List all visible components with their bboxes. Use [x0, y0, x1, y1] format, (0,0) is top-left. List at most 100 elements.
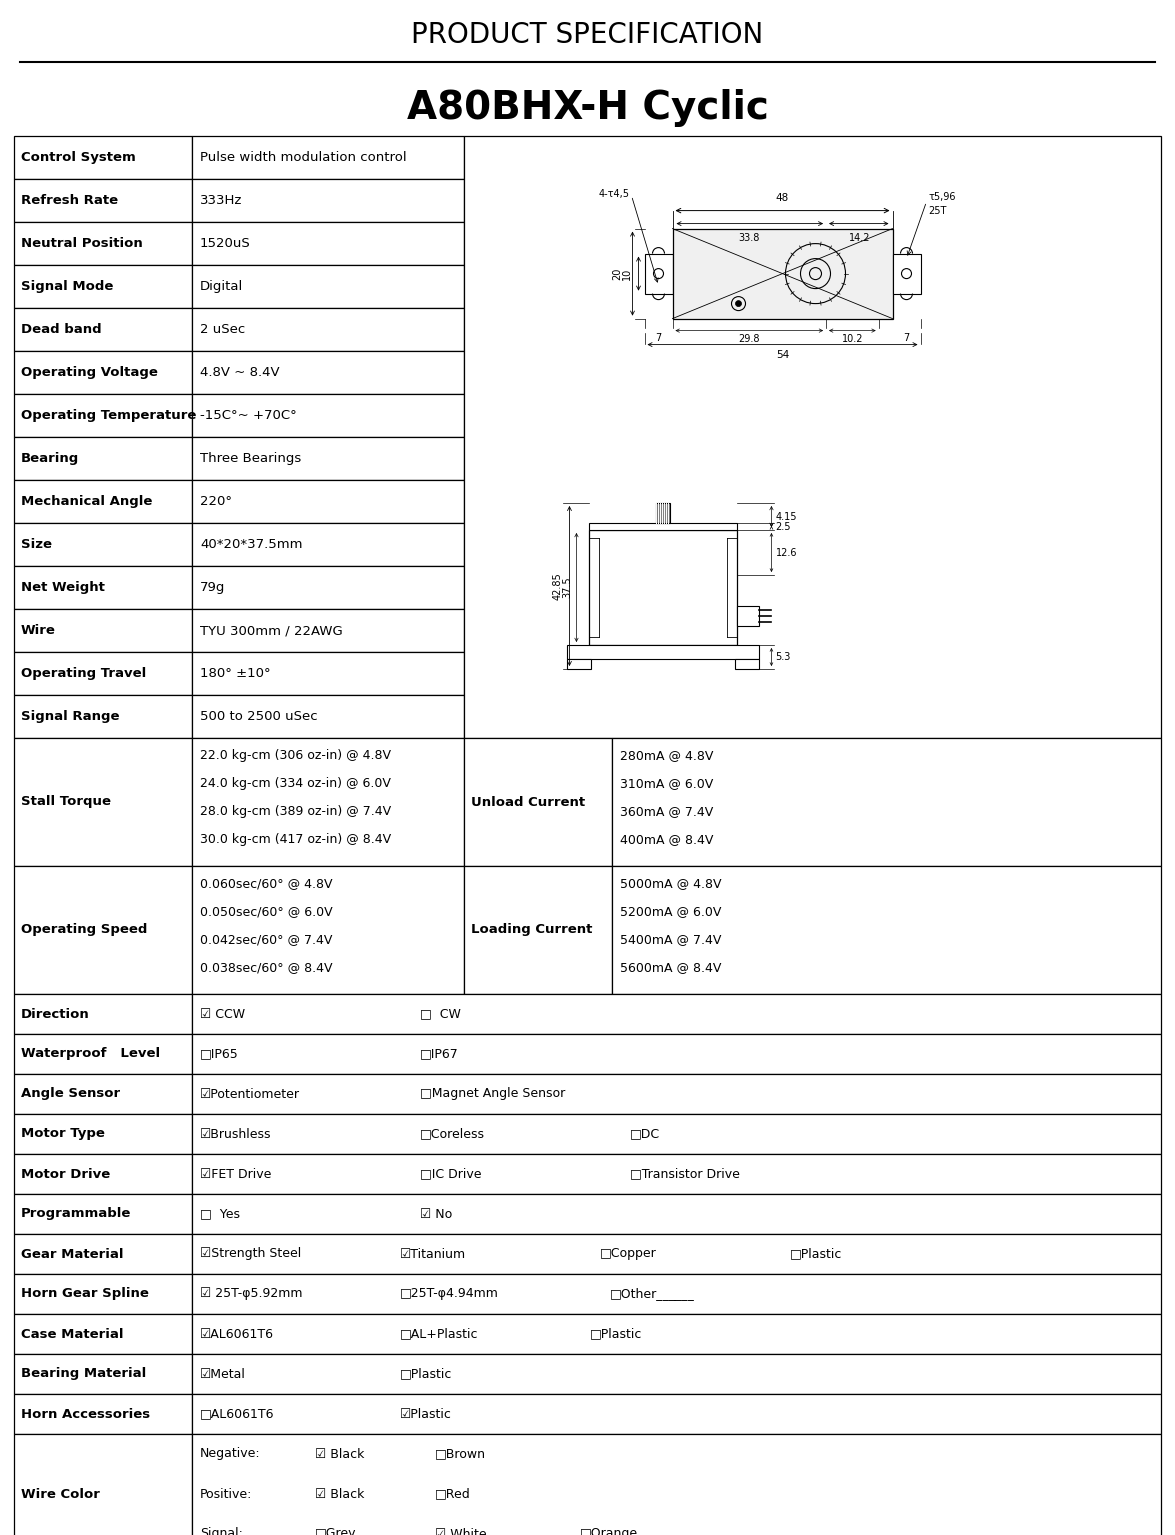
Bar: [14, 1035, 192, 1074]
Text: 42.85: 42.85: [552, 573, 563, 600]
Bar: [192, 695, 464, 738]
Text: □Coreless: □Coreless: [419, 1128, 485, 1141]
Text: 4-τ4,5: 4-τ4,5: [598, 189, 630, 198]
Bar: [192, 223, 464, 266]
Text: Three Bearings: Three Bearings: [200, 451, 301, 465]
Text: Programmable: Programmable: [21, 1208, 132, 1220]
Text: TYU 300mm / 22AWG: TYU 300mm / 22AWG: [200, 625, 343, 637]
Bar: [893, 253, 920, 293]
Text: ☑Strength Steel: ☑Strength Steel: [200, 1248, 301, 1260]
Bar: [192, 866, 464, 995]
Text: 24.0 kg-cm (334 oz-in) @ 6.0V: 24.0 kg-cm (334 oz-in) @ 6.0V: [200, 778, 391, 791]
Text: 20: 20: [612, 267, 623, 279]
Bar: [736, 659, 759, 669]
Bar: [14, 695, 192, 738]
Bar: [192, 652, 464, 695]
Text: □IC Drive: □IC Drive: [419, 1168, 482, 1180]
Bar: [14, 1434, 192, 1535]
Text: Control System: Control System: [21, 150, 136, 164]
Bar: [192, 1394, 1161, 1434]
Bar: [192, 1035, 1161, 1074]
Text: 1520uS: 1520uS: [200, 236, 250, 250]
Text: □25T-φ4.94mm: □25T-φ4.94mm: [400, 1288, 499, 1300]
Bar: [14, 652, 192, 695]
Text: 2 uSec: 2 uSec: [200, 322, 246, 336]
Text: 28.0 kg-cm (389 oz-in) @ 7.4V: 28.0 kg-cm (389 oz-in) @ 7.4V: [200, 806, 391, 818]
Bar: [612, 866, 1161, 995]
Text: 22.0 kg-cm (306 oz-in) @ 4.8V: 22.0 kg-cm (306 oz-in) @ 4.8V: [200, 749, 391, 763]
Text: □Other______: □Other______: [610, 1288, 694, 1300]
Text: ☑Metal: ☑Metal: [200, 1368, 246, 1380]
Bar: [14, 223, 192, 266]
Text: □DC: □DC: [630, 1128, 660, 1141]
Bar: [192, 995, 1161, 1035]
Bar: [192, 1074, 1161, 1114]
Bar: [14, 523, 192, 566]
Text: Horn Gear Spline: Horn Gear Spline: [21, 1288, 149, 1300]
Text: □Plastic: □Plastic: [590, 1328, 643, 1340]
Bar: [14, 1154, 192, 1194]
Text: □IP67: □IP67: [419, 1047, 458, 1061]
Text: 5400mA @ 7.4V: 5400mA @ 7.4V: [620, 933, 721, 947]
Bar: [657, 503, 671, 523]
Text: □Plastic: □Plastic: [400, 1368, 452, 1380]
Text: ☑ White: ☑ White: [435, 1527, 486, 1535]
Text: Pulse width modulation control: Pulse width modulation control: [200, 150, 407, 164]
Text: Unload Current: Unload Current: [471, 795, 585, 809]
Text: □Grey: □Grey: [315, 1527, 356, 1535]
Circle shape: [736, 301, 741, 307]
Bar: [192, 266, 464, 309]
Text: □Orange: □Orange: [580, 1527, 638, 1535]
Text: PRODUCT SPECIFICATION: PRODUCT SPECIFICATION: [411, 21, 764, 49]
Text: 7: 7: [656, 333, 662, 342]
Text: Negative:: Negative:: [200, 1448, 261, 1460]
Text: Wire Color: Wire Color: [21, 1487, 100, 1501]
Text: Bearing: Bearing: [21, 451, 79, 465]
Text: 5000mA @ 4.8V: 5000mA @ 4.8V: [620, 878, 721, 890]
Text: 10.2: 10.2: [841, 333, 864, 344]
Bar: [14, 738, 192, 866]
Text: 500 to 2500 uSec: 500 to 2500 uSec: [200, 711, 317, 723]
Bar: [568, 645, 759, 659]
Bar: [14, 1274, 192, 1314]
Text: 33.8: 33.8: [739, 233, 760, 243]
Text: □Copper: □Copper: [600, 1248, 657, 1260]
Text: 0.060sec/60° @ 4.8V: 0.060sec/60° @ 4.8V: [200, 878, 333, 890]
Bar: [192, 137, 464, 180]
Text: -15C°~ +70C°: -15C°~ +70C°: [200, 408, 297, 422]
Bar: [14, 394, 192, 437]
Text: 12.6: 12.6: [776, 548, 797, 557]
Text: Waterproof   Level: Waterproof Level: [21, 1047, 160, 1061]
Bar: [590, 523, 738, 530]
Text: 79g: 79g: [200, 582, 226, 594]
Text: ☑ No: ☑ No: [419, 1208, 452, 1220]
Bar: [192, 523, 464, 566]
Bar: [14, 309, 192, 352]
Text: ☑ Black: ☑ Black: [315, 1448, 364, 1460]
Text: Gear Material: Gear Material: [21, 1248, 123, 1260]
Text: 37.5: 37.5: [563, 577, 572, 599]
Bar: [192, 1274, 1161, 1314]
Bar: [14, 995, 192, 1035]
Text: Digital: Digital: [200, 279, 243, 293]
Text: 180° ±10°: 180° ±10°: [200, 668, 270, 680]
Text: Size: Size: [21, 537, 52, 551]
Bar: [738, 606, 759, 626]
Text: 5.3: 5.3: [776, 652, 791, 662]
Text: 2.5: 2.5: [776, 522, 791, 531]
Bar: [568, 659, 591, 669]
Text: 7: 7: [904, 333, 909, 342]
Bar: [192, 1234, 1161, 1274]
Bar: [14, 1314, 192, 1354]
Text: Wire: Wire: [21, 625, 56, 637]
Text: Operating Voltage: Operating Voltage: [21, 365, 157, 379]
Text: ☑Titanium: ☑Titanium: [400, 1248, 466, 1260]
Text: 4.8V ~ 8.4V: 4.8V ~ 8.4V: [200, 365, 280, 379]
Text: 40*20*37.5mm: 40*20*37.5mm: [200, 537, 302, 551]
Text: □Magnet Angle Sensor: □Magnet Angle Sensor: [419, 1087, 565, 1101]
Text: ☑FET Drive: ☑FET Drive: [200, 1168, 271, 1180]
Bar: [14, 1194, 192, 1234]
Text: Case Material: Case Material: [21, 1328, 123, 1340]
Bar: [14, 266, 192, 309]
Text: 0.042sec/60° @ 7.4V: 0.042sec/60° @ 7.4V: [200, 933, 333, 947]
